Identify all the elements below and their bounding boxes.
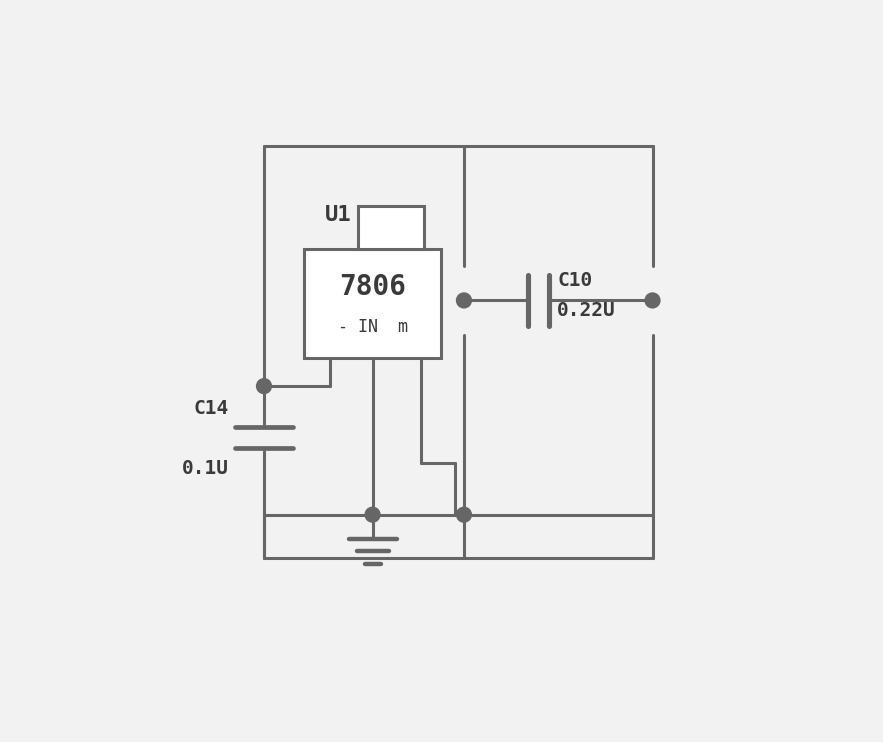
Bar [304, 249, 442, 358]
Circle shape [457, 508, 472, 522]
Text: C14: C14 [193, 399, 229, 418]
Circle shape [645, 293, 660, 308]
Circle shape [366, 508, 380, 522]
Text: - IN  m: - IN m [337, 318, 408, 336]
Bar [358, 206, 424, 249]
Text: C10: C10 [557, 271, 592, 290]
Text: 7806: 7806 [339, 273, 406, 301]
Text: 0.22U: 0.22U [557, 301, 615, 321]
Circle shape [457, 293, 472, 308]
Text: 0.1U: 0.1U [182, 459, 229, 479]
Text: U1: U1 [325, 205, 351, 225]
Circle shape [257, 378, 271, 393]
